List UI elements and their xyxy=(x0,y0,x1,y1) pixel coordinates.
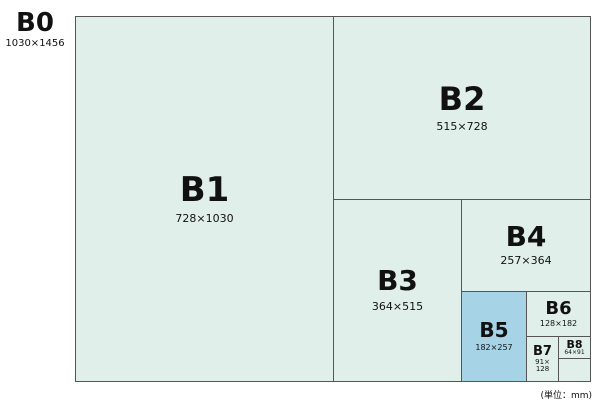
b6-panel: B6 128×182 xyxy=(526,291,591,337)
b7-name: B7 xyxy=(533,343,552,359)
b5-dimensions: 182×257 xyxy=(475,343,513,353)
unit-note: (単位：mm) xyxy=(540,391,592,401)
b2-name: B2 xyxy=(438,79,486,118)
b7-dimensions-line1: 91× xyxy=(535,357,550,366)
b8-panel: B8 64×91 xyxy=(558,336,591,359)
b3-panel: B3 364×515 xyxy=(333,199,462,382)
b0-dimensions: 1030×1456 xyxy=(5,38,65,49)
b1-name: B1 xyxy=(179,169,230,210)
b1-dimensions: 728×1030 xyxy=(175,211,234,225)
b7-dimensions-line2: 128 xyxy=(535,365,550,373)
b5-panel: B5 182×257 xyxy=(461,291,527,382)
b5-name: B5 xyxy=(479,318,509,343)
b2-panel: B2 515×728 xyxy=(333,16,591,200)
b3-name: B3 xyxy=(377,264,418,298)
b1-panel: B1 728×1030 xyxy=(75,16,334,382)
b7-panel: B7 91× 128 xyxy=(526,336,559,382)
b0-name: B0 xyxy=(16,8,54,38)
b6-name: B6 xyxy=(545,297,572,319)
b4-name: B4 xyxy=(505,220,547,254)
b8-name: B8 xyxy=(566,338,583,351)
b4-dimensions: 257×364 xyxy=(500,254,552,268)
b2-dimensions: 515×728 xyxy=(436,119,488,133)
b4-panel: B4 257×364 xyxy=(461,199,591,292)
b0-label: B0 1030×1456 xyxy=(4,10,66,49)
b8-dimensions: 64×91 xyxy=(564,349,585,356)
b9-panel xyxy=(558,358,591,382)
b6-dimensions: 128×182 xyxy=(539,318,578,328)
b7-dimensions: 91× 128 xyxy=(535,357,550,374)
b3-dimensions: 364×515 xyxy=(371,300,424,314)
